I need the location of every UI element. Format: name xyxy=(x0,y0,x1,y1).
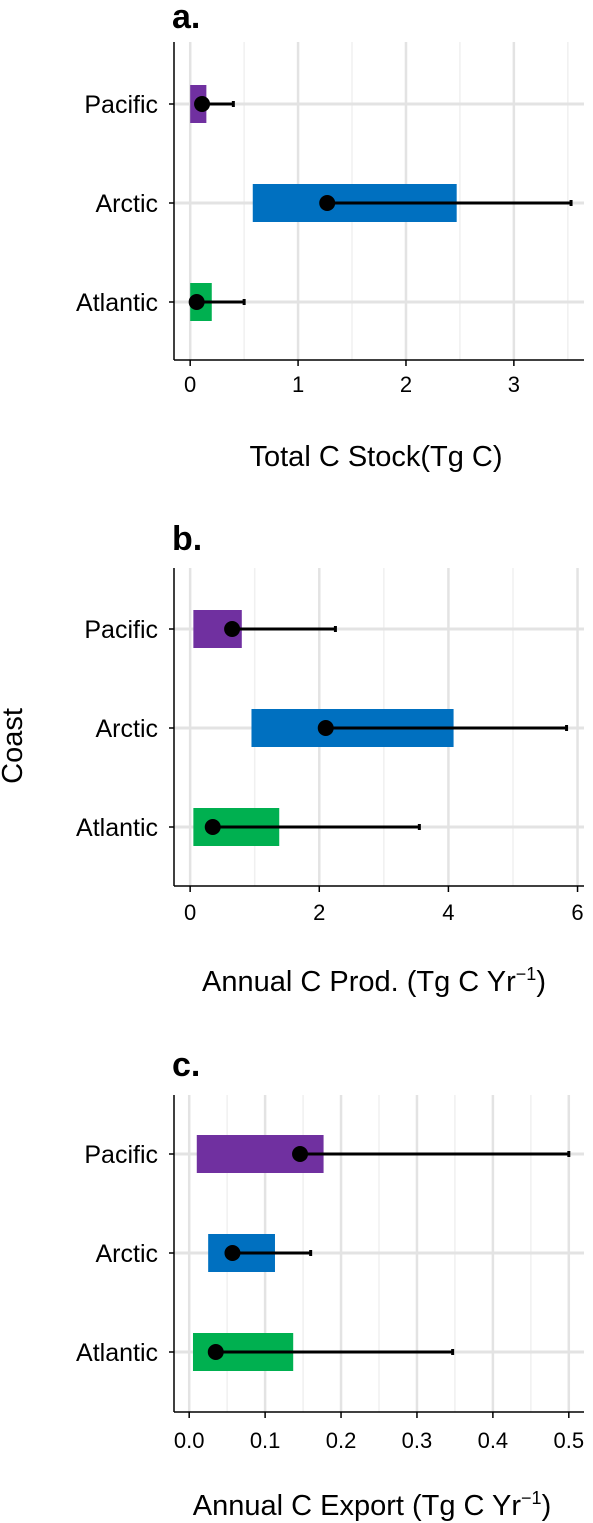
panel-c-x-tick-label-3: 0.3 xyxy=(402,1428,433,1453)
panel-c-x-axis-title: Annual C Export (Tg C Yr−1) xyxy=(193,1488,551,1522)
panel-a-point-arctic xyxy=(319,195,336,211)
panel-b-x-tick-label-3: 6 xyxy=(571,900,583,925)
panel-c-x-tick-label-5: 0.5 xyxy=(554,1428,585,1453)
panel-c-category-label-arctic: Arctic xyxy=(96,1240,159,1268)
panel-b-x-tick-label-2: 4 xyxy=(442,900,454,925)
panel-c-x-tick-label-1: 0.1 xyxy=(250,1428,281,1453)
panel-b-x-axis-title: Annual C Prod. (Tg C Yr−1) xyxy=(202,964,546,998)
panel-c-x-tick-label-0: 0.0 xyxy=(174,1428,205,1453)
panel-c-point-arctic xyxy=(224,1245,241,1261)
panel-c-point-atlantic xyxy=(207,1344,224,1360)
panel-b-x-tick-label-0: 0 xyxy=(184,900,196,925)
panel-b-category-label-arctic: Arctic xyxy=(96,715,159,743)
panel-a-category-label-atlantic: Atlantic xyxy=(76,289,158,317)
panel-c-point-pacific xyxy=(292,1146,309,1162)
panel-a-x-tick-label-2: 2 xyxy=(400,372,412,397)
panel-a-category-label-pacific: Pacific xyxy=(84,91,158,119)
panel-b-category-label-atlantic: Atlantic xyxy=(76,814,158,842)
panel-a-point-pacific xyxy=(194,96,211,112)
panel-b-point-pacific xyxy=(224,621,241,637)
panel-c-x-tick-label-2: 0.2 xyxy=(326,1428,357,1453)
panel-b-label: b. xyxy=(172,520,202,558)
panel-b-point-arctic xyxy=(317,720,334,736)
panel-a-x-tick-label-1: 1 xyxy=(292,372,304,397)
panel-c-x-tick-label-4: 0.4 xyxy=(478,1428,509,1453)
panel-c-label: c. xyxy=(172,1046,200,1084)
panel-b-category-label-pacific: Pacific xyxy=(84,616,158,644)
panel-a-x-tick-label-3: 3 xyxy=(508,372,520,397)
panel-b-x-tick-label-1: 2 xyxy=(313,900,325,925)
panel-a-category-label-arctic: Arctic xyxy=(96,190,159,218)
panel-c-category-label-atlantic: Atlantic xyxy=(76,1339,158,1367)
y-axis-title: Coast xyxy=(0,708,29,784)
panel-b-point-atlantic xyxy=(204,819,221,835)
panel-a-x-tick-label-0: 0 xyxy=(184,372,196,397)
panel-c-category-label-pacific: Pacific xyxy=(84,1141,158,1169)
panel-a-label: a. xyxy=(172,0,200,36)
panel-a-point-atlantic xyxy=(188,294,205,310)
panel-a-x-axis-title: Total C Stock(Tg C) xyxy=(250,441,503,473)
